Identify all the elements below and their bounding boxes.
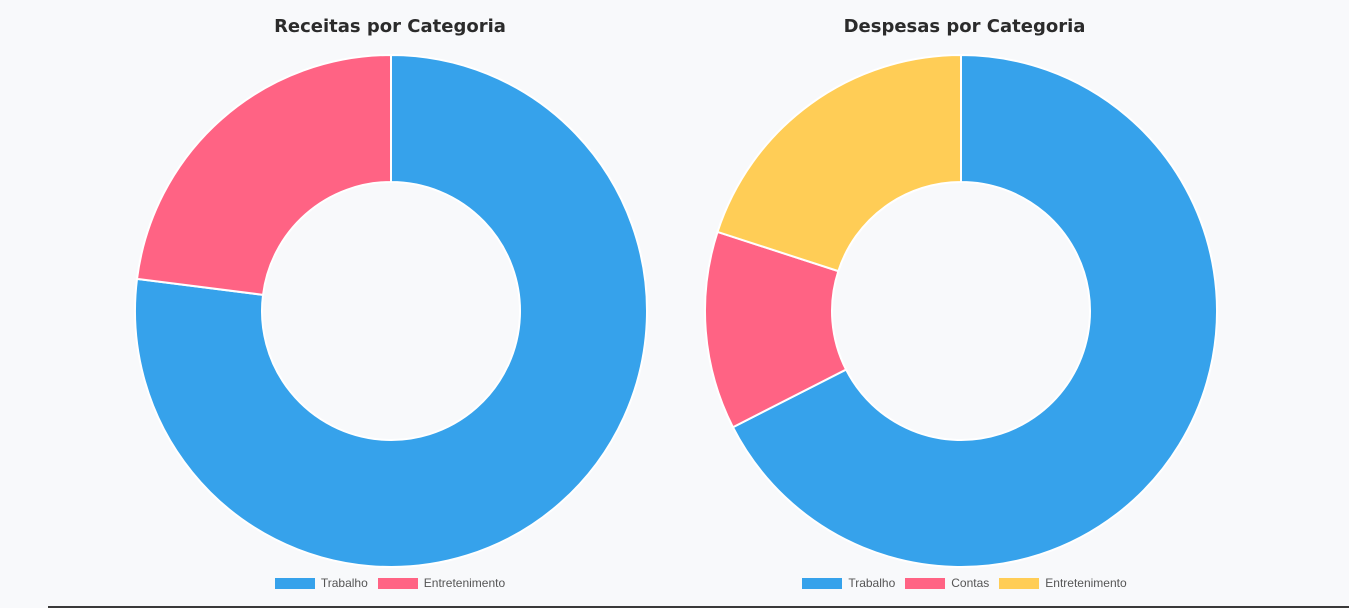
receitas-legend-item-trabalho[interactable]: Trabalho	[274, 576, 368, 590]
receitas-chart-panel: Receitas por Categoria Trabalho Entreteni…	[0, 16, 780, 590]
despesas-legend-label: Contas	[951, 576, 990, 590]
receitas-legend-item-entretenimento[interactable]: Entretenimento	[377, 576, 506, 590]
despesas-chart-panel: Despesas por Categoria Trabalho Contas Ent…	[580, 0, 1349, 606]
despesas-legend: Trabalho Contas Entretenimento	[580, 576, 1349, 590]
receitas-legend: Trabalho Entretenimento	[0, 576, 780, 590]
receitas-legend-label: Entretenimento	[423, 576, 506, 590]
despesas-legend-swatch	[999, 577, 1040, 589]
despesas-slice-entretenimento[interactable]	[716, 53, 962, 273]
receitas-chart-title: Receitas por Categoria	[274, 16, 506, 37]
despesas-legend-swatch	[802, 577, 843, 589]
receitas-legend-label: Trabalho	[320, 576, 368, 590]
receitas-slice-trabalho[interactable]	[134, 53, 648, 568]
receitas-doughnut-chart	[134, 53, 648, 568]
despesas-chart-title: Despesas por Categoria	[843, 16, 1086, 37]
receitas-slice-entretenimento[interactable]	[135, 53, 392, 296]
despesas-legend-item-entretenimento[interactable]: Entretenimento	[999, 576, 1127, 590]
despesas-doughnut-chart	[704, 53, 1218, 568]
despesas-slice-trabalho[interactable]	[731, 53, 1218, 568]
despesas-legend-swatch	[905, 577, 946, 589]
despesas-legend-item-trabalho[interactable]: Trabalho	[802, 576, 895, 590]
despesas-legend-item-contas[interactable]: Contas	[905, 576, 989, 590]
despesas-slice-contas[interactable]	[704, 230, 848, 429]
receitas-legend-swatch	[274, 577, 315, 589]
despesas-legend-label: Entretenimento	[1045, 576, 1127, 590]
despesas-legend-label: Trabalho	[848, 576, 896, 590]
bottom-divider	[48, 606, 1349, 608]
receitas-legend-swatch	[377, 577, 418, 589]
